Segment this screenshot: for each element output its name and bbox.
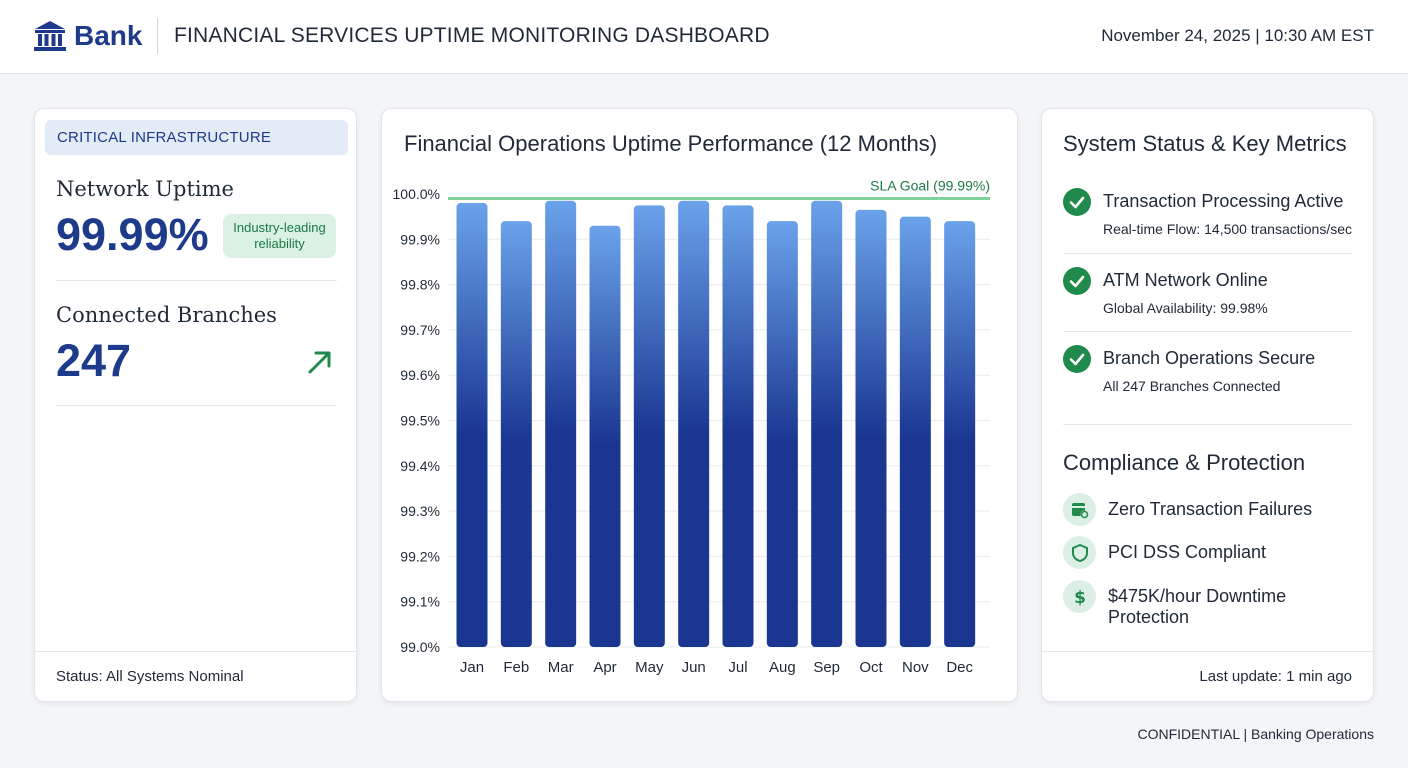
divider — [56, 405, 337, 406]
y-tick-label: 99.6% — [400, 367, 440, 383]
bar-nov — [899, 216, 931, 647]
y-tick-label: 99.7% — [400, 322, 440, 338]
divider — [1063, 253, 1352, 254]
y-tick-label: 99.5% — [400, 413, 440, 429]
status-item-branches: Branch Operations Secure All 247 Branche… — [1063, 345, 1355, 415]
status-item-title: Branch Operations Secure — [1103, 348, 1316, 368]
dollar-icon: $ — [1063, 580, 1096, 613]
branches-value: 247 — [56, 335, 132, 386]
footer-divider — [1042, 651, 1373, 652]
status-item-transactions: Transaction Processing Active Real-time … — [1063, 188, 1355, 258]
check-circle-icon — [1063, 345, 1091, 373]
y-tick-label: 99.8% — [400, 277, 440, 293]
compliance-item-pci: PCI DSS Compliant — [1063, 536, 1363, 570]
header-divider — [157, 18, 158, 54]
trend-up-arrow-icon — [308, 351, 331, 374]
critical-infrastructure-card: CRITICAL INFRASTRUCTURE Network Uptime 9… — [34, 108, 357, 702]
bar-aug — [766, 221, 798, 647]
bar-sep — [811, 200, 843, 648]
x-tick-label: Mar — [548, 659, 574, 676]
system-status-card: System Status & Key Metrics Transaction … — [1041, 108, 1374, 702]
divider — [1063, 424, 1352, 425]
y-tick-label: 99.0% — [400, 639, 440, 655]
status-item-detail: All 247 Branches Connected — [1103, 378, 1281, 394]
x-tick-label: Feb — [503, 659, 529, 676]
compliance-title: Compliance & Protection — [1063, 450, 1306, 475]
transaction-shield-icon — [1063, 493, 1096, 526]
header-datetime: November 24, 2025 | 10:30 AM EST — [1101, 26, 1374, 45]
y-tick-label: 99.3% — [400, 503, 440, 519]
last-update-text: Last update: 1 min ago — [1199, 668, 1352, 685]
bar-feb — [500, 221, 532, 647]
y-tick-label: 99.4% — [400, 458, 440, 474]
bar-oct — [855, 209, 887, 648]
y-tick-label: 100.0% — [393, 186, 440, 202]
section-label: CRITICAL INFRASTRUCTURE — [45, 120, 348, 155]
compliance-item-label: $475K/hour Downtime Protection — [1108, 586, 1287, 627]
x-tick-label: May — [635, 659, 664, 676]
page-title: FINANCIAL SERVICES UPTIME MONITORING DAS… — [174, 24, 770, 47]
compliance-item-downtime: $ $475K/hour Downtime Protection — [1063, 580, 1363, 627]
uptime-bar-chart: 99.0% 99.1% 99.2% 99.3% 99.4% 99.5% 99.6% 99.7%… — [393, 178, 990, 676]
bar-jun — [678, 200, 710, 648]
x-tick-label: Aug — [769, 659, 796, 676]
x-tick-label: Jun — [682, 659, 706, 676]
status-item-detail: Global Availability: 99.98% — [1103, 300, 1268, 316]
svg-text:$: $ — [1074, 588, 1086, 607]
shield-icon — [1063, 536, 1096, 569]
sla-goal-label: SLA Goal (99.99%) — [870, 178, 990, 194]
y-tick-label: 99.9% — [400, 231, 440, 247]
bank-building-icon — [34, 21, 66, 51]
bar-may — [633, 205, 665, 647]
network-uptime-label: Network Uptime — [56, 177, 234, 201]
reliability-badge: Industry-leading reliability — [223, 214, 336, 258]
divider — [1063, 331, 1352, 332]
footer-divider — [35, 651, 356, 652]
network-uptime-value: 99.99% — [56, 209, 209, 260]
x-tick-label: Jan — [460, 659, 484, 676]
x-tick-label: Dec — [946, 659, 973, 676]
y-tick-label: 99.2% — [400, 548, 440, 564]
compliance-item-transactions: Zero Transaction Failures — [1063, 493, 1363, 527]
x-tick-label: Oct — [859, 659, 883, 676]
bar-dec — [944, 221, 976, 647]
chart-title: Financial Operations Uptime Performance … — [404, 131, 938, 156]
divider — [56, 280, 337, 281]
confidential-footer: CONFIDENTIAL | Banking Operations — [1137, 726, 1374, 742]
x-tick-label: Jul — [728, 659, 747, 676]
status-item-title: ATM Network Online — [1103, 270, 1268, 290]
branches-label: Connected Branches — [56, 303, 277, 327]
brand-name: Bank — [74, 20, 143, 51]
bar-apr — [589, 225, 621, 647]
system-status-title: System Status & Key Metrics — [1063, 131, 1347, 156]
bar-jul — [722, 205, 754, 647]
check-circle-icon — [1063, 188, 1091, 216]
bar-jan — [456, 203, 488, 647]
x-tick-label: Sep — [813, 659, 840, 676]
status-item-title: Transaction Processing Active — [1103, 191, 1344, 211]
y-tick-label: 99.1% — [400, 594, 440, 610]
system-status-text: Status: All Systems Nominal — [56, 668, 244, 685]
uptime-chart-card: Financial Operations Uptime Performance … — [381, 108, 1018, 702]
check-circle-icon — [1063, 267, 1091, 295]
top-header: Bank FINANCIAL SERVICES UPTIME MONITORIN… — [0, 0, 1408, 74]
x-tick-label: Nov — [902, 659, 929, 676]
compliance-item-label: Zero Transaction Failures — [1108, 499, 1313, 519]
compliance-item-label: PCI DSS Compliant — [1108, 542, 1267, 562]
bar-mar — [545, 200, 577, 648]
status-item-atm: ATM Network Online Global Availability: … — [1063, 267, 1355, 337]
status-item-detail: Real-time Flow: 14,500 transactions/sec — [1103, 221, 1352, 237]
x-tick-label: Apr — [593, 659, 616, 676]
bank-logo[interactable]: Bank — [32, 17, 142, 55]
